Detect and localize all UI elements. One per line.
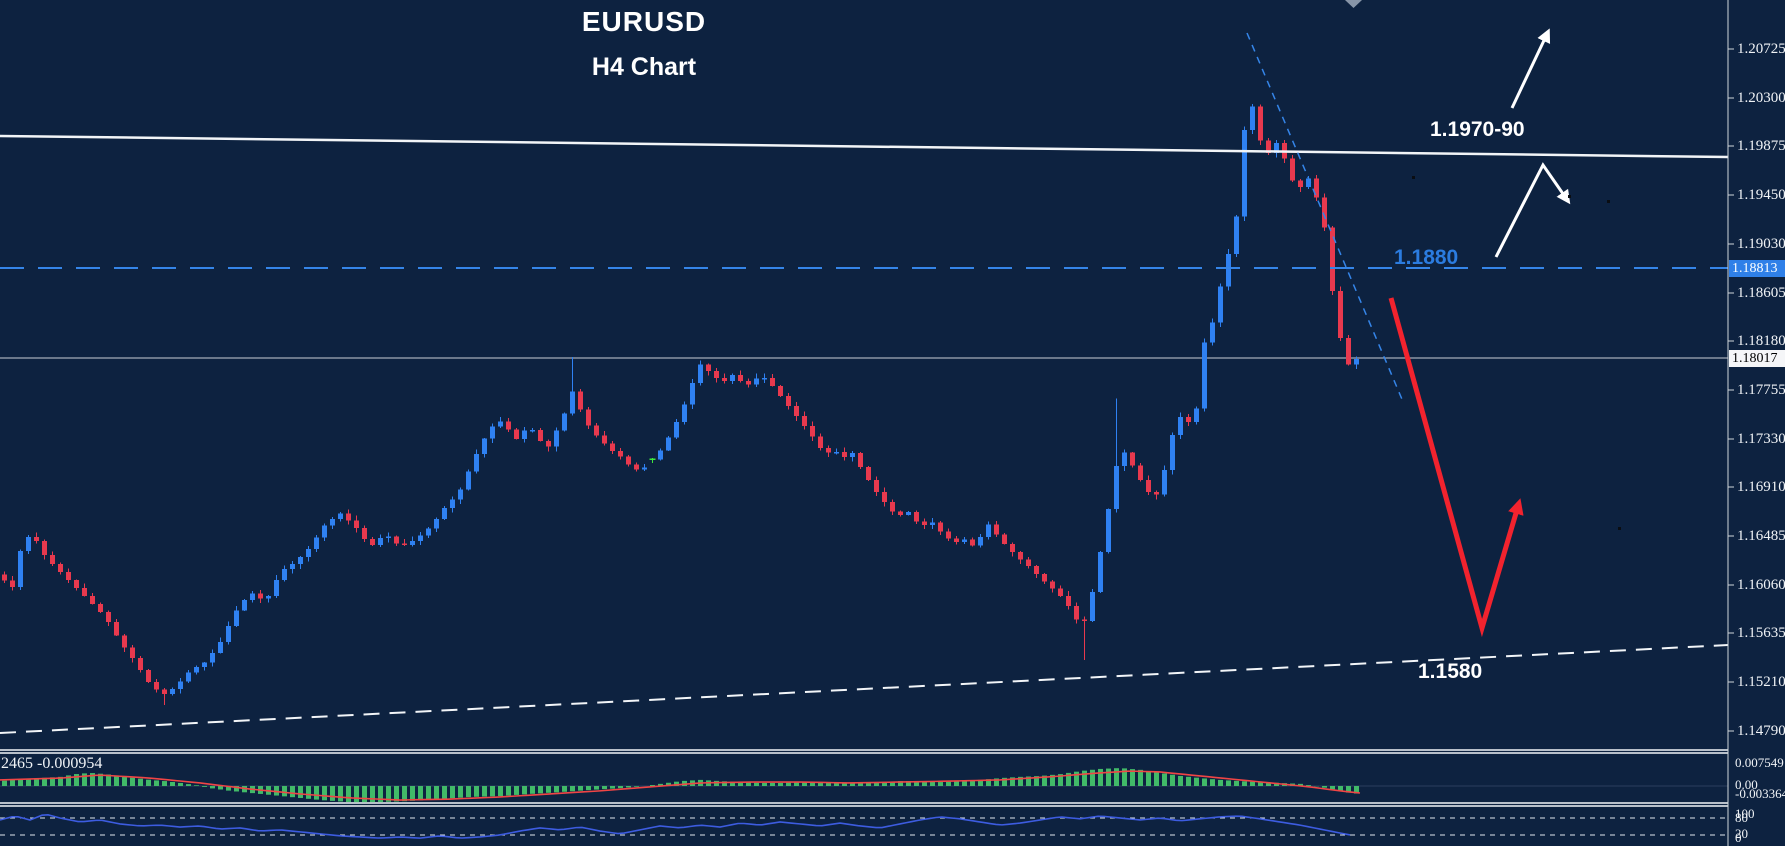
price-tick-label: 1.19030 — [1737, 236, 1785, 252]
macd-indicator-values: 2465 -0.000954 — [1, 755, 103, 772]
price-tick-label: 1.19450 — [1737, 187, 1785, 203]
macd-axis-max: 0.007549 — [1735, 755, 1784, 770]
price-tick-label: 1.20300 — [1737, 90, 1785, 106]
chart-title: EURUSD H4 Chart — [494, 6, 794, 82]
price-tick-label: 1.19875 — [1737, 138, 1785, 154]
price-tick-label: 1.16485 — [1737, 528, 1785, 544]
price-tick-label: 1.15210 — [1737, 674, 1785, 690]
stoch-axis-80: 80 — [1735, 810, 1748, 825]
price-axis-layer — [1727, 0, 1734, 846]
price-tick-label: 1.15635 — [1737, 625, 1785, 641]
price-tick-label: 1.16910 — [1737, 479, 1785, 495]
stoch-axis-100: 100 — [1735, 806, 1755, 821]
price-tick-label: 1.18605 — [1737, 285, 1785, 301]
stoch-axis-20: 20 — [1735, 826, 1748, 841]
last-price-tag: 1.18017 — [1729, 350, 1785, 367]
timeframe-title: H4 Chart — [591, 53, 697, 81]
support-level-label: 1.1580 — [1418, 660, 1483, 683]
annotation-arrows-layer — [1345, 0, 1621, 638]
price-tick-label: 1.14790 — [1737, 723, 1785, 739]
price-tick-label: 1.20725 — [1737, 41, 1785, 57]
symbol-title: EURUSD — [581, 6, 707, 37]
resistance-zone-label: 1.1970-90 — [1430, 118, 1525, 141]
pivot-level-label: 1.1880 — [1394, 246, 1459, 269]
price-tick-label: 1.18180 — [1737, 333, 1785, 349]
macd-axis-zero: 0.00 — [1735, 777, 1758, 792]
bid-price-tag: 1.18813 — [1729, 260, 1785, 277]
macd-axis-min: -0.003364 — [1735, 786, 1785, 801]
price-tick-label: 1.17330 — [1737, 431, 1785, 447]
price-tick-label: 1.17755 — [1737, 382, 1785, 398]
candles-layer — [2, 104, 1359, 706]
stoch-axis-0: 0 — [1735, 830, 1742, 845]
price-tick-label: 1.16060 — [1737, 577, 1785, 593]
indicator-panels-layer — [0, 749, 1728, 839]
level-lines-layer — [0, 32, 1729, 734]
